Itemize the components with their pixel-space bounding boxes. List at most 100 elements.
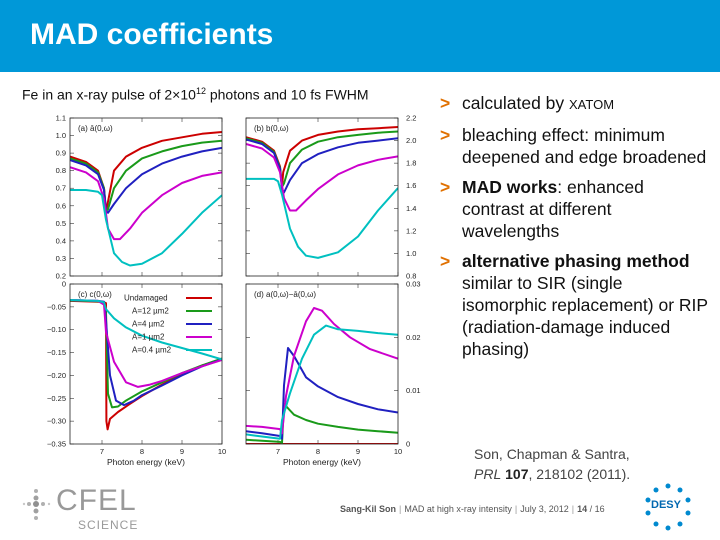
legend-label: A=12 µm2 (132, 307, 169, 316)
bullet-arrow-icon: > (440, 177, 451, 197)
y-tick-label: 0.8 (406, 272, 416, 281)
bullet-item: > calculated by XATOM (440, 92, 710, 116)
citation-ref: PRL 107, 218102 (2011). (474, 464, 630, 484)
bullet-text: bleaching effect: minimum deepened and e… (462, 125, 707, 167)
y-tick-label: 1.6 (406, 181, 416, 190)
panel-label: (a) ā(0,ω) (78, 124, 113, 133)
legend-label: Undamaged (124, 294, 168, 303)
x-tick-label: 10 (394, 447, 402, 456)
x-axis-label: Photon energy (keV) (283, 457, 361, 467)
panel-frame (69, 283, 223, 445)
series-group (246, 126, 398, 259)
series-line (246, 137, 398, 194)
y-tick-label: 0.5 (56, 219, 66, 228)
figure-caption: Fe in an x-ray pulse of 2×1012 photons a… (22, 86, 369, 103)
bullet-arrow-icon: > (440, 251, 451, 271)
y-tick-label: 0.01 (406, 386, 421, 395)
legend-label: A=0.4 µm2 (132, 346, 172, 355)
series-line (70, 189, 222, 267)
bullet-arrow-icon: > (440, 93, 451, 113)
y-tick-label: 0.02 (406, 333, 421, 342)
citation-authors: Son, Chapman & Santra, (474, 446, 630, 462)
series-line (70, 146, 222, 214)
bullet-item: > MAD works: enhanced contrast at differe… (440, 176, 710, 242)
desy-logo: DESY (640, 482, 696, 532)
y-tick-label: 0.7 (56, 184, 66, 193)
y-tick-label: −0.35 (47, 440, 66, 449)
y-tick-label: −0.15 (47, 348, 66, 357)
series-line (246, 126, 398, 188)
footer-date: July 3, 2012 (520, 504, 569, 514)
cfel-dots-icon (22, 489, 51, 520)
y-tick-label: −0.20 (47, 371, 66, 380)
series-line (246, 143, 398, 212)
y-tick-label: 0.03 (406, 280, 421, 289)
x-tick-label: 8 (316, 447, 320, 456)
caption-exponent: 12 (195, 86, 206, 96)
desy-wordmark: DESY (651, 499, 681, 511)
x-tick-label: 9 (180, 447, 184, 456)
footer-author: Sang-Kil Son (340, 504, 396, 514)
footer-total: / 16 (589, 504, 605, 514)
mad-coefficient-figure: 0.2 0.3 0.4 0.5 0.6 0.7 0.8 0.9 1.0 1.1 (a) ā(0,ω)… (47, 114, 421, 468)
cfel-science-text: SCIENCE (78, 518, 139, 532)
y-tick-label: 0.4 (56, 236, 66, 245)
series-group (70, 299, 222, 431)
bullet-item: > alternative phasing method similar to S… (440, 250, 710, 360)
y-tick-label: 1.1 (56, 114, 66, 123)
series-line (246, 177, 398, 259)
y-tick-label: 0 (406, 440, 410, 449)
series-group (70, 131, 222, 267)
series-line (70, 139, 222, 212)
y-tick-label: 0.2 (56, 272, 66, 281)
series-line (246, 403, 398, 444)
caption-pre: Fe in an x-ray pulse of 2×10 (22, 86, 196, 103)
citation: Son, Chapman & Santra, PRL 107, 218102 (… (474, 444, 630, 484)
bullet-strong: MAD works (462, 177, 558, 197)
desy-ring-icon (645, 483, 691, 531)
series-line (246, 324, 398, 440)
series-group (246, 307, 398, 444)
x-tick-label: 7 (100, 447, 104, 456)
panel-label: (b) b(0,ω) (254, 124, 289, 133)
bullet-strong: alternative phasing method (462, 251, 690, 271)
series-line (70, 299, 222, 361)
y-tick-label: 1.0 (406, 249, 416, 258)
title-bar: MAD coefficients (0, 0, 720, 72)
y-tick-label: 2.2 (406, 114, 416, 123)
y-tick-label: −0.25 (47, 394, 66, 403)
x-tick-label: 8 (140, 447, 144, 456)
footer: Sang-Kil Son | MAD at high x-ray intensity… (340, 504, 605, 514)
bullet-list: > calculated by XATOM > bleaching effect: … (440, 92, 710, 368)
bullet-text: : enhanced contrast at different wavelen… (462, 177, 644, 241)
y-tick-label: 0 (62, 280, 66, 289)
series-line (70, 131, 222, 212)
series-line (246, 307, 398, 435)
cfel-wordmark: CFEL (56, 484, 137, 517)
y-tick-label: −0.30 (47, 417, 66, 426)
panel-label: (d) a(0,ω)−ā(0,ω) (254, 290, 316, 299)
y-tick-label: 1.0 (56, 131, 66, 140)
cfel-logo: CFEL SCIENCE (22, 484, 142, 532)
y-tick-label: 1.2 (406, 226, 416, 235)
footer-talk: MAD at high x-ray intensity (404, 504, 512, 514)
bullet-text: calculated by (462, 93, 570, 113)
citation-journal: PRL (474, 466, 502, 482)
y-tick-label: 1.8 (406, 159, 416, 168)
legend-label: A=4 µm2 (132, 320, 165, 329)
bullet-item: > bleaching effect: minimum deepened and … (440, 124, 710, 168)
x-tick-label: 7 (276, 447, 280, 456)
y-tick-label: 0.3 (56, 254, 66, 263)
y-tick-label: −0.05 (47, 302, 66, 311)
y-tick-label: 0.9 (56, 149, 66, 158)
caption-post: photons and 10 fs FWHM (205, 86, 369, 103)
footer-page: 14 (577, 504, 588, 514)
series-line (70, 166, 222, 241)
bullet-arrow-icon: > (440, 125, 451, 145)
x-tick-label: 9 (356, 447, 360, 456)
y-tick-label: 1.4 (406, 204, 416, 213)
y-tick-label: 0.6 (56, 201, 66, 210)
y-tick-label: −0.10 (47, 325, 66, 334)
slide-title: MAD coefficients (30, 18, 274, 51)
y-tick-label: 0.8 (56, 166, 66, 175)
